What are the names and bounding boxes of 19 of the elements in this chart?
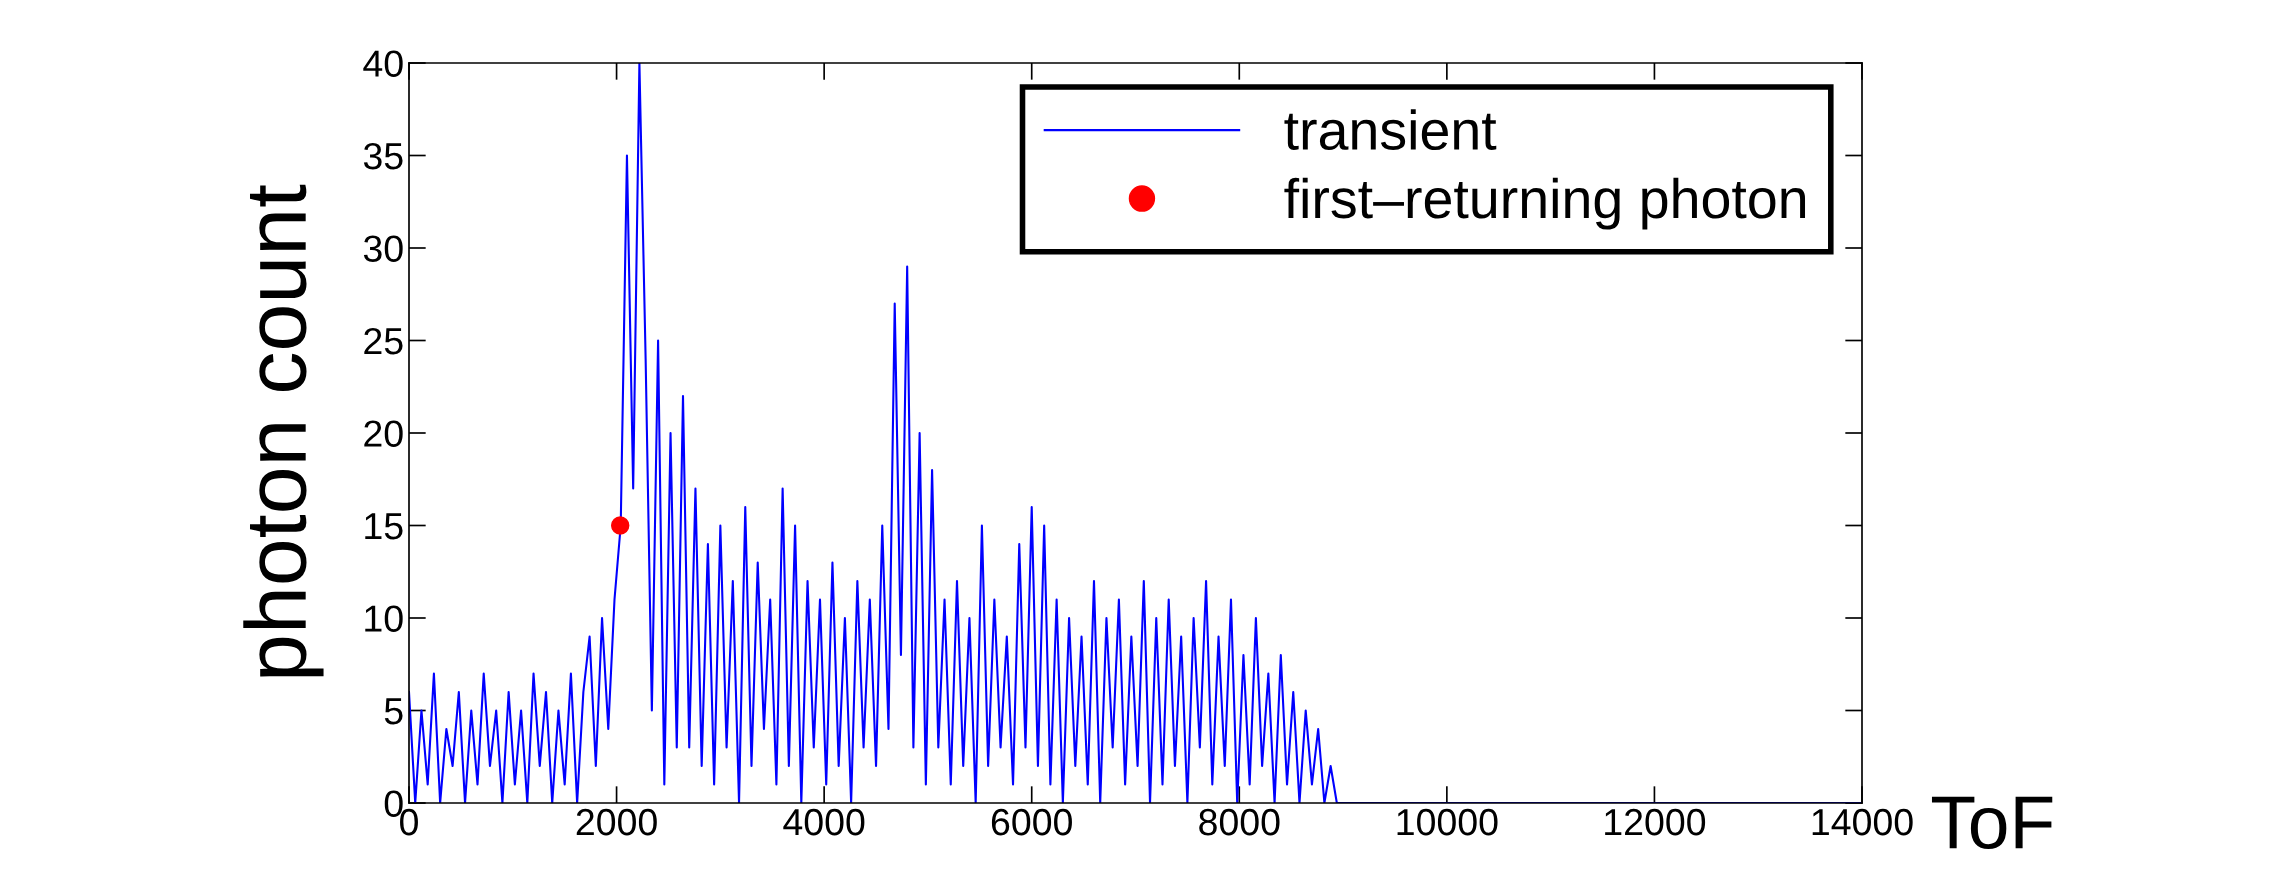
x-tick-label: 4000 bbox=[783, 808, 865, 836]
y-axis-title: photon count bbox=[243, 184, 324, 677]
legend-label: transient bbox=[1284, 109, 1497, 151]
y-tick-label: 35 bbox=[363, 142, 403, 170]
y-tick-label: 30 bbox=[363, 235, 403, 262]
y-tick-label: 10 bbox=[365, 605, 403, 632]
x-tick-label: 6000 bbox=[991, 808, 1072, 836]
y-tick-label: 15 bbox=[365, 513, 403, 540]
x-tick-label: 8000 bbox=[1199, 808, 1280, 836]
y-tick-label: 40 bbox=[363, 50, 403, 77]
x-tick-label: 2000 bbox=[576, 808, 657, 836]
x-tick-label: 10000 bbox=[1397, 808, 1498, 836]
x-tick-label: 12000 bbox=[1605, 808, 1706, 836]
y-tick-label: 5 bbox=[384, 698, 403, 725]
y-tick-label: 20 bbox=[364, 420, 403, 447]
y-tick-label: 25 bbox=[364, 327, 403, 355]
x-axis-title: ToF bbox=[1931, 796, 2053, 850]
x-tick-label: 14000 bbox=[1812, 808, 1913, 836]
legend-label: first–returning photon bbox=[1284, 177, 1806, 230]
